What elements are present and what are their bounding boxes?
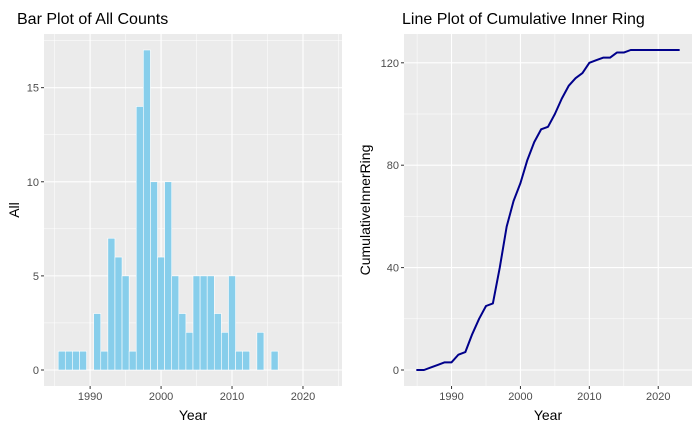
bar-2005	[192, 275, 201, 371]
line-chart-y-tick-label: 0	[393, 365, 399, 377]
bar-1995	[121, 275, 130, 371]
bar-1998	[143, 49, 151, 371]
bar-2011	[235, 350, 243, 371]
line-chart: Line Plot of Cumulative Inner Ring 1990 2…	[357, 11, 692, 423]
bar-chart-y-tick-label: 10	[27, 177, 39, 189]
bar-chart-y-tick-label: 0	[33, 365, 39, 377]
bar-chart-x-tick-label: 1990	[78, 391, 102, 403]
bar-chart-x-tick-label: 2000	[149, 391, 173, 403]
line-chart-panel	[404, 34, 692, 386]
bar-2000	[157, 256, 165, 371]
bar-2008	[213, 313, 222, 371]
bar-1999	[150, 181, 158, 371]
bar-2001	[164, 181, 173, 371]
bar-2009	[221, 332, 229, 371]
line-chart-grid	[404, 34, 692, 386]
line-chart-series	[416, 49, 680, 371]
bar-chart-y-tick-label: 15	[27, 83, 39, 95]
bar-1989	[79, 350, 87, 371]
bar-1994	[114, 256, 123, 371]
line-chart-ticks: 1990 2000 2010 2020 0 40 80 120	[381, 58, 671, 403]
bar-1992	[100, 350, 109, 371]
line-chart-y-tick-label: 40	[387, 263, 399, 275]
bar-chart-title: Bar Plot of All Counts	[17, 11, 168, 28]
line-chart-x-axis-title: Year	[534, 407, 563, 423]
bar-1987	[64, 350, 73, 371]
bar-2003	[178, 313, 187, 371]
bar-2012	[242, 350, 251, 371]
line-chart-title: Line Plot of Cumulative Inner Ring	[402, 11, 645, 28]
bar-1991	[93, 313, 102, 371]
bar-chart-y-axis-title: All	[6, 202, 22, 218]
cumulative-inner-ring-line	[416, 49, 680, 371]
line-chart-y-tick-label: 80	[387, 160, 399, 172]
bar-2006	[199, 275, 208, 371]
bar-chart-bars	[57, 49, 279, 371]
bar-1996	[128, 350, 137, 371]
bar-chart-x-axis-title: Year	[179, 407, 208, 423]
bar-2007	[206, 275, 215, 371]
bar-chart-y-tick-label: 5	[33, 271, 39, 283]
line-chart-x-tick-label: 2020	[646, 391, 670, 403]
bar-2004	[185, 332, 194, 371]
line-chart-y-axis-title: CumulativeInnerRing	[357, 145, 373, 276]
bar-1988	[72, 350, 80, 371]
bar-1993	[107, 237, 116, 371]
bar-chart: Bar Plot of All Counts 1990 2000 2010 2020 0…	[6, 11, 342, 423]
line-chart-x-tick-label: 1990	[439, 391, 463, 403]
bar-chart-x-tick-label: 2020	[291, 391, 315, 403]
bar-chart-ticks: 1990 2000 2010 2020 0 5 10 15	[27, 83, 315, 403]
bar-2010	[228, 275, 236, 371]
bar-1986	[57, 350, 66, 371]
bar-1997	[135, 106, 144, 371]
line-chart-x-tick-label: 2010	[577, 391, 601, 403]
bar-2014	[256, 332, 265, 371]
line-chart-x-tick-label: 2000	[508, 391, 532, 403]
line-chart-y-tick-label: 120	[381, 58, 399, 70]
bar-2016	[270, 350, 279, 371]
bar-2002	[171, 275, 180, 371]
bar-chart-x-tick-label: 2010	[220, 391, 244, 403]
